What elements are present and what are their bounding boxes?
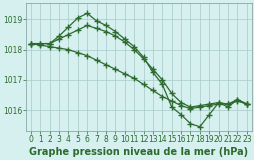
X-axis label: Graphe pression niveau de la mer (hPa): Graphe pression niveau de la mer (hPa) (29, 147, 247, 157)
